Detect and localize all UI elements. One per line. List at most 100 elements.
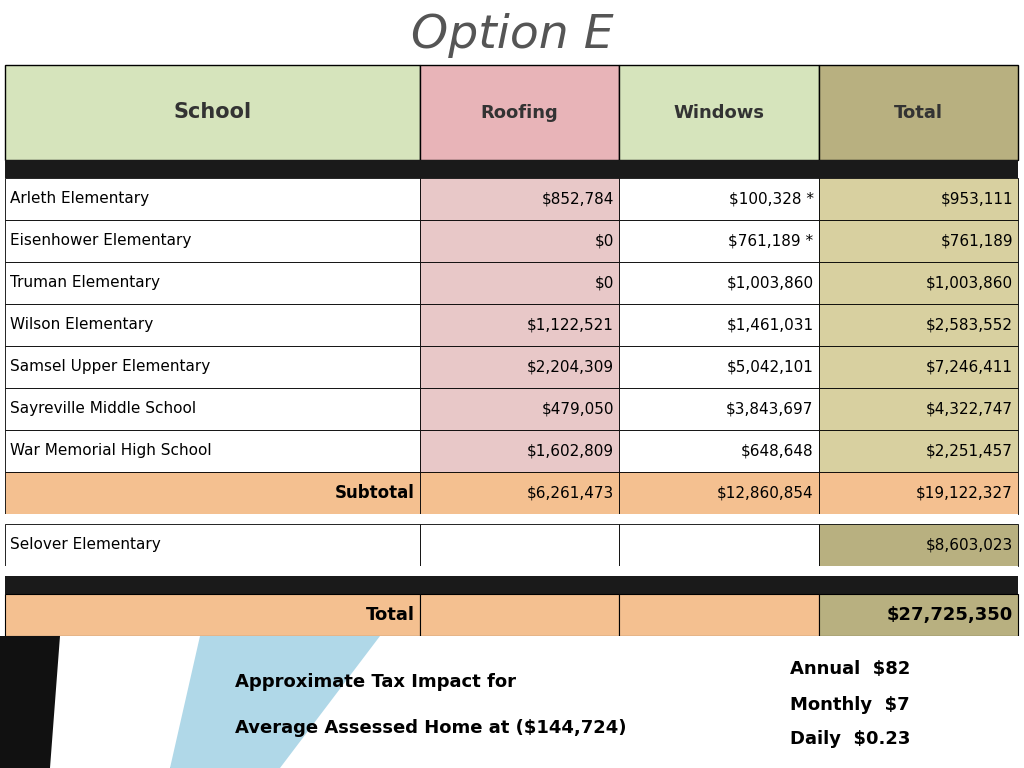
Bar	[620, 430, 818, 472]
Text: $100,328 *: $100,328 *	[728, 191, 813, 207]
Text: $3,843,697: $3,843,697	[726, 402, 813, 416]
Bar	[620, 472, 818, 514]
Bar	[5, 262, 420, 304]
Bar	[5, 304, 420, 346]
Bar	[420, 304, 620, 346]
Bar	[5, 220, 420, 262]
Bar	[818, 430, 1018, 472]
Text: Option E: Option E	[411, 12, 613, 58]
Text: $1,122,521: $1,122,521	[527, 317, 614, 333]
Bar	[818, 388, 1018, 430]
Text: Average Assessed Home at ($144,724): Average Assessed Home at ($144,724)	[234, 720, 627, 737]
Bar	[818, 576, 1018, 594]
Text: $0: $0	[595, 233, 614, 249]
Bar	[5, 346, 420, 388]
Bar	[420, 160, 620, 178]
Text: $1,602,809: $1,602,809	[527, 443, 614, 458]
Bar	[818, 262, 1018, 304]
Bar	[420, 576, 620, 594]
Bar	[420, 65, 620, 160]
Text: $1,461,031: $1,461,031	[726, 317, 813, 333]
Bar	[5, 65, 420, 160]
Bar	[420, 220, 620, 262]
Bar	[420, 566, 620, 576]
Text: $4,322,747: $4,322,747	[926, 402, 1013, 416]
Bar	[620, 304, 818, 346]
Bar	[620, 178, 818, 220]
Bar	[818, 346, 1018, 388]
Bar	[818, 472, 1018, 514]
Text: $8,603,023: $8,603,023	[926, 538, 1013, 552]
Bar	[0, 636, 1024, 768]
Text: Annual  $82: Annual $82	[790, 660, 910, 678]
Bar	[0, 636, 380, 768]
Bar	[420, 430, 620, 472]
Text: Total: Total	[894, 104, 943, 121]
Text: Sayreville Middle School: Sayreville Middle School	[10, 402, 197, 416]
Text: $6,261,473: $6,261,473	[527, 485, 614, 501]
Text: Windows: Windows	[674, 104, 764, 121]
Bar	[818, 304, 1018, 346]
Bar	[420, 262, 620, 304]
Text: $0: $0	[595, 276, 614, 290]
Text: Monthly  $7: Monthly $7	[790, 696, 909, 713]
Text: War Memorial High School: War Memorial High School	[10, 443, 212, 458]
Bar	[620, 346, 818, 388]
Bar	[620, 524, 818, 566]
Text: $2,583,552: $2,583,552	[926, 317, 1013, 333]
Text: Subtotal: Subtotal	[335, 484, 415, 502]
Text: $19,122,327: $19,122,327	[916, 485, 1013, 501]
Bar	[620, 65, 818, 160]
Bar	[5, 576, 420, 594]
Bar	[620, 160, 818, 178]
Bar	[420, 178, 620, 220]
Text: $7,246,411: $7,246,411	[926, 359, 1013, 375]
Bar	[818, 566, 1018, 576]
Bar	[620, 576, 818, 594]
Text: Selover Elementary: Selover Elementary	[10, 538, 161, 552]
Bar	[818, 524, 1018, 566]
Bar	[420, 514, 620, 524]
Bar	[620, 220, 818, 262]
Bar	[5, 594, 420, 636]
Bar	[5, 178, 420, 220]
Bar	[5, 388, 420, 430]
Text: $2,204,309: $2,204,309	[527, 359, 614, 375]
Text: $12,860,854: $12,860,854	[717, 485, 813, 501]
Text: Wilson Elementary: Wilson Elementary	[10, 317, 154, 333]
Bar	[818, 594, 1018, 636]
Bar	[620, 566, 818, 576]
Text: Eisenhower Elementary: Eisenhower Elementary	[10, 233, 191, 249]
Text: $761,189: $761,189	[940, 233, 1013, 249]
Text: Roofing: Roofing	[480, 104, 558, 121]
Text: $2,251,457: $2,251,457	[926, 443, 1013, 458]
Bar	[420, 346, 620, 388]
Polygon shape	[50, 636, 280, 768]
Text: Samsel Upper Elementary: Samsel Upper Elementary	[10, 359, 210, 375]
Text: School: School	[173, 102, 251, 123]
Polygon shape	[170, 636, 380, 768]
Text: $852,784: $852,784	[542, 191, 614, 207]
Bar	[420, 524, 620, 566]
Bar	[620, 594, 818, 636]
Bar	[5, 566, 420, 576]
Bar	[818, 65, 1018, 160]
Polygon shape	[0, 636, 160, 768]
Text: $1,003,860: $1,003,860	[926, 276, 1013, 290]
Text: $953,111: $953,111	[940, 191, 1013, 207]
Bar	[0, 636, 420, 768]
Text: Arleth Elementary: Arleth Elementary	[10, 191, 150, 207]
Bar	[5, 472, 420, 514]
Bar	[420, 594, 620, 636]
Bar	[818, 514, 1018, 524]
Bar	[620, 262, 818, 304]
Text: Daily  $0.23: Daily $0.23	[790, 730, 910, 748]
Text: Approximate Tax Impact for: Approximate Tax Impact for	[234, 674, 516, 691]
Bar	[5, 160, 420, 178]
Text: $479,050: $479,050	[542, 402, 614, 416]
Bar	[818, 178, 1018, 220]
Bar	[5, 524, 420, 566]
Bar	[220, 636, 1024, 768]
Bar	[818, 160, 1018, 178]
Bar	[818, 220, 1018, 262]
